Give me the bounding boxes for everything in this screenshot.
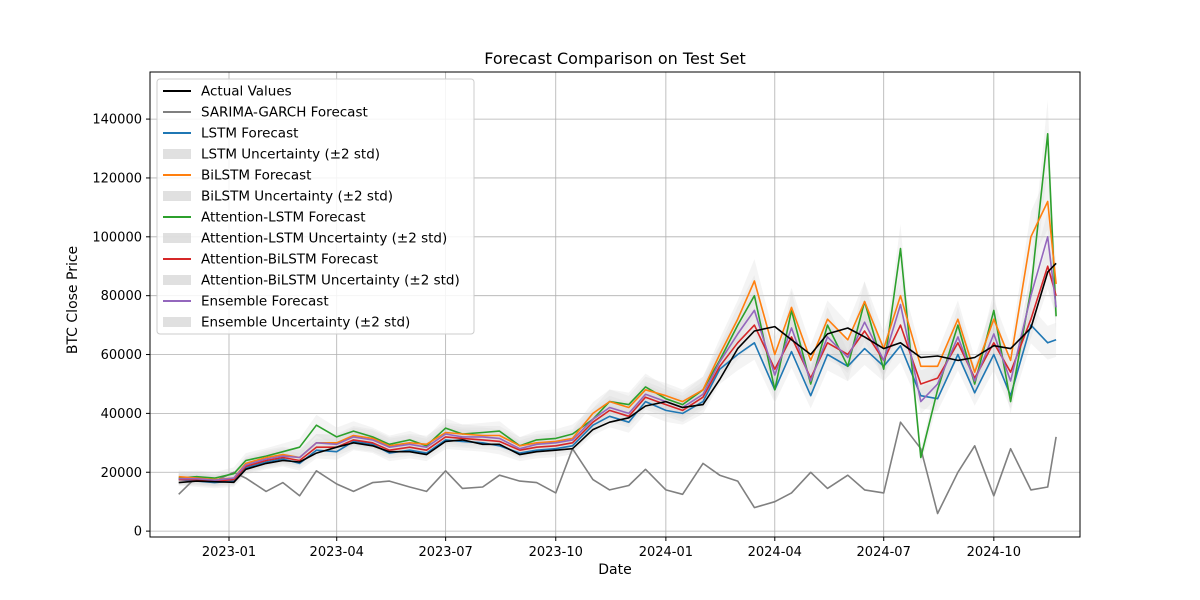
- legend-entry: BiLSTM Uncertainty (±2 std): [163, 189, 393, 205]
- legend-entry: LSTM Forecast: [163, 126, 298, 142]
- series-line-actual-values: [178, 262, 1057, 484]
- plot-area: 2023-01 2023-04 2023-07 2023-10 2024-01 2024-…: [92, 71, 1081, 560]
- legend-entry: Actual Values: [163, 84, 292, 100]
- legend-label: LSTM Forecast: [201, 126, 298, 142]
- legend-entry: BiLSTM Forecast: [163, 168, 311, 184]
- series-line-sarima-garch-forecast: [178, 421, 1057, 515]
- legend-label: Ensemble Uncertainty (±2 std): [201, 315, 410, 331]
- y-tick-label: 20000: [101, 466, 142, 481]
- x-tick-label: 2023-04: [310, 545, 364, 560]
- legend-box: [156, 78, 475, 335]
- legend-entry: Ensemble Uncertainty (±2 std): [163, 315, 410, 331]
- series-line-ensemble-forecast: [178, 236, 1057, 482]
- legend-entry: Ensemble Forecast: [163, 294, 329, 310]
- legend-label: Attention-BiLSTM Forecast: [201, 252, 378, 268]
- legend-label: BiLSTM Forecast: [201, 168, 311, 184]
- uncertainty-band-lstm-forecast: [178, 306, 1057, 489]
- x-tick-label: 2023-01: [202, 545, 256, 560]
- legend-band-swatch: [163, 233, 191, 243]
- series-line-attention-lstm-forecast: [178, 133, 1057, 479]
- y-tick-label: 100000: [92, 230, 142, 245]
- x-tick-label: 2024-04: [748, 545, 802, 560]
- x-tick-label: 2023-10: [529, 545, 583, 560]
- x-tick-label: 2024-07: [857, 545, 911, 560]
- uncertainty-band-bilstm-forecast: [178, 173, 1057, 486]
- legend-label: Actual Values: [201, 84, 292, 100]
- x-tick-label: 2024-01: [639, 545, 693, 560]
- legend-band-swatch: [163, 275, 191, 285]
- legend-entry: SARIMA-GARCH Forecast: [163, 105, 368, 121]
- y-axis-label: BTC Close Price: [65, 246, 81, 354]
- legend-entry: Attention-BiLSTM Uncertainty (±2 std): [163, 273, 460, 289]
- x-axis-label: Date: [598, 562, 631, 578]
- y-tick-label: 80000: [101, 289, 142, 304]
- legend-label: BiLSTM Uncertainty (±2 std): [201, 189, 393, 205]
- legend-entry: Attention-LSTM Forecast: [163, 210, 366, 226]
- legend-label: SARIMA-GARCH Forecast: [201, 105, 368, 121]
- legend-label: Attention-LSTM Forecast: [201, 210, 366, 226]
- legend-band-swatch: [163, 149, 191, 159]
- series-line-attention-bilstm-forecast: [178, 265, 1057, 482]
- legend-label: Attention-LSTM Uncertainty (±2 std): [201, 231, 447, 247]
- y-tick-label: 60000: [101, 348, 142, 363]
- x-tick-label: 2023-07: [418, 545, 472, 560]
- legend-entry: LSTM Uncertainty (±2 std): [163, 147, 380, 163]
- y-tick-label: 120000: [92, 171, 142, 186]
- uncertainty-band-attention-lstm-forecast: [178, 100, 1057, 485]
- x-tick-label: 2024-10: [967, 545, 1021, 560]
- legend-label: LSTM Uncertainty (±2 std): [201, 147, 380, 163]
- y-tick-label: 140000: [92, 113, 142, 128]
- legend-entry: Attention-BiLSTM Forecast: [163, 252, 378, 268]
- y-tick-label: 40000: [101, 407, 142, 422]
- y-tick-label: 0: [134, 525, 142, 540]
- axes-frame: [149, 71, 1081, 538]
- legend-entry: Attention-LSTM Uncertainty (±2 std): [163, 231, 447, 247]
- legend: Actual Values SARIMA-GARCH Forecast LSTM F…: [156, 78, 475, 335]
- chart-title: Forecast Comparison on Test Set: [484, 49, 746, 68]
- legend-label: Ensemble Forecast: [201, 294, 329, 310]
- legend-label: Attention-BiLSTM Uncertainty (±2 std): [201, 273, 460, 289]
- legend-band-swatch: [163, 191, 191, 201]
- legend-band-swatch: [163, 317, 191, 327]
